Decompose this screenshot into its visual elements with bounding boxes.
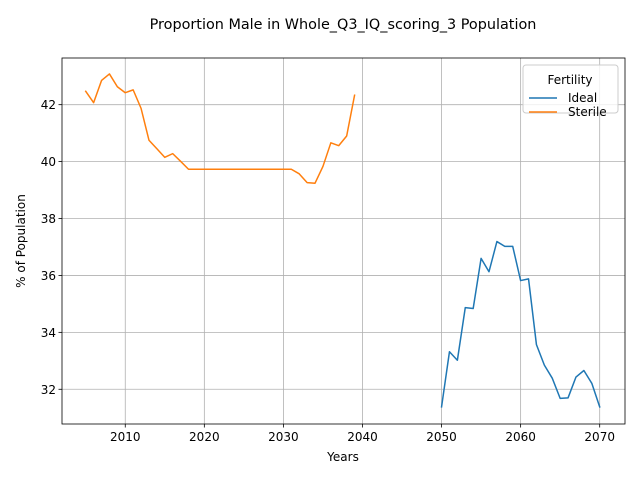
series-layer <box>84 73 601 408</box>
series-line-sterile <box>84 73 356 184</box>
y-tick-label: 38 <box>41 212 56 226</box>
legend-box <box>522 64 619 114</box>
legend: Fertility Ideal Sterile <box>522 64 619 119</box>
x-tick-label: 2070 <box>584 430 615 444</box>
legend-title: Fertility <box>547 73 592 87</box>
y-tick-label: 40 <box>41 155 56 169</box>
y-tick-label: 36 <box>41 269 56 283</box>
x-tick-label: 2060 <box>505 430 536 444</box>
plot-area <box>61 57 626 425</box>
y-axis: 32 34 36 38 40 42 <box>41 98 62 397</box>
x-tick-label: 2030 <box>268 430 299 444</box>
x-axis: 2010 2020 2030 2040 2050 2060 2070 <box>110 424 615 444</box>
legend-label-ideal: Ideal <box>568 91 597 105</box>
legend-label-sterile: Sterile <box>568 105 607 119</box>
x-tick-label: 2010 <box>110 430 141 444</box>
x-axis-label: Years <box>326 450 359 464</box>
series-line-ideal <box>440 240 601 408</box>
y-tick-label: 34 <box>41 326 56 340</box>
grid-lines <box>62 58 625 424</box>
y-tick-label: 32 <box>41 383 56 397</box>
x-tick-label: 2050 <box>426 430 457 444</box>
y-tick-label: 42 <box>41 98 56 112</box>
y-axis-label: % of Population <box>14 194 28 288</box>
x-tick-label: 2020 <box>189 430 220 444</box>
x-tick-label: 2040 <box>347 430 378 444</box>
chart-title: Proportion Male in Whole_Q3_IQ_scoring_3… <box>150 17 537 33</box>
